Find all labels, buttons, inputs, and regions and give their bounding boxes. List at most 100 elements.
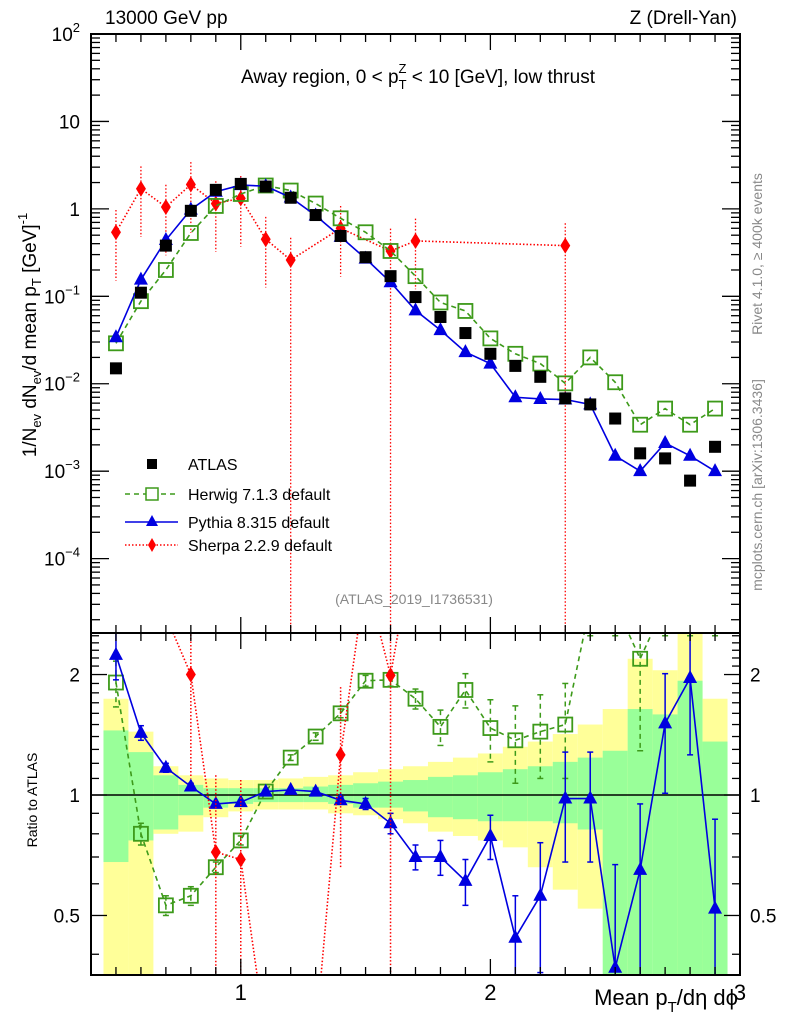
point-herwig — [357, 224, 374, 241]
point-herwig — [207, 198, 224, 214]
point-sherpa — [135, 180, 146, 197]
point-data — [209, 183, 222, 196]
ratio-point-herwig — [507, 732, 524, 749]
ratio-point-herwig — [457, 682, 474, 698]
point-herwig — [432, 294, 449, 311]
point-herwig — [332, 210, 349, 227]
ratio-point-herwig — [407, 690, 424, 707]
point-pythia — [708, 463, 723, 477]
point-herwig — [657, 400, 674, 417]
point-sherpa — [110, 224, 121, 241]
title-post: < 10 [GeV], low thrust — [406, 67, 595, 88]
point-data — [534, 370, 547, 383]
band-inner-bin — [103, 730, 129, 863]
point-pythia — [658, 435, 673, 449]
point-pythia — [608, 447, 623, 461]
point-data — [584, 398, 597, 411]
ratio-point-sherpa — [235, 851, 246, 868]
header-right: Z (Drell-Yan) — [630, 8, 737, 29]
ratio-point-herwig — [133, 825, 149, 842]
point-data — [109, 362, 122, 375]
point-sherpa — [385, 242, 396, 259]
ratio-point-pythia — [233, 794, 248, 808]
band-inner-bin — [452, 775, 478, 820]
ratio-y-axis-label: Ratio to ATLAS — [24, 753, 40, 848]
legend-label-atlas: ATLAS — [188, 457, 238, 474]
ratio-point-pythia — [283, 781, 298, 795]
ratio-point-herwig — [482, 720, 499, 736]
ratio-point-herwig — [157, 897, 174, 914]
legend-item-herwig: Herwig 7.1.3 default — [125, 487, 331, 504]
point-sherpa — [560, 237, 571, 254]
point-herwig — [607, 374, 624, 391]
legend-label-herwig: Herwig 7.1.3 default — [188, 487, 331, 504]
point-data — [184, 204, 197, 217]
axis-ticks: 102 10 1 10−1 10−2 10−3 10−4 2 2 1 1 0.5 0.5 1 2 3 — [44, 20, 776, 1005]
band-inner-bin — [477, 772, 503, 822]
point-data — [634, 447, 647, 460]
ratio-point-pythia — [358, 795, 373, 809]
point-data — [134, 286, 147, 299]
ratio-point-pythia — [158, 759, 173, 773]
point-data — [284, 191, 297, 204]
point-pythia — [633, 463, 648, 477]
point-data — [409, 291, 422, 304]
band-inner-bin — [153, 775, 179, 830]
ratio-point-pythia — [408, 848, 423, 862]
ratio-point-sherpa — [385, 667, 396, 684]
point-pythia — [133, 271, 148, 285]
point-data — [159, 239, 172, 252]
point-herwig — [682, 416, 698, 433]
ratio-y-tick-label-left: 1 — [69, 786, 80, 807]
mcplots-label: mcplots.cern.ch [arXiv:1306.3436] — [749, 379, 765, 591]
ratio-point-pythia — [483, 827, 498, 841]
ratio-point-herwig — [632, 650, 649, 667]
ratio-y-tick-label-right: 2 — [750, 666, 761, 687]
point-data — [459, 327, 472, 340]
point-data — [609, 412, 622, 425]
main-panel-marks — [108, 162, 723, 633]
x-tick-label: 1 — [235, 980, 247, 1005]
ratio-point-pythia — [458, 872, 473, 886]
point-data — [309, 209, 322, 222]
ratio-point-herwig — [282, 749, 299, 766]
y-tick-label: 102 — [52, 20, 80, 46]
ratio-point-pythia — [658, 715, 673, 729]
point-herwig — [582, 349, 599, 366]
ratio-point-pythia — [333, 792, 348, 806]
ratio-y-tick-label-left: 2 — [69, 666, 80, 687]
point-data — [684, 474, 697, 487]
y-tick-label: 10−4 — [44, 545, 80, 571]
y-tick-label: 10 — [59, 112, 80, 133]
ratio-point-pythia — [308, 783, 323, 797]
legend-item-pythia: Pythia 8.315 default — [125, 515, 330, 532]
point-pythia — [533, 390, 548, 404]
ratio-point-sherpa — [210, 844, 221, 861]
point-data — [509, 359, 522, 372]
point-pythia — [683, 447, 698, 461]
point-sherpa — [160, 199, 171, 216]
band-inner-bin — [527, 766, 553, 822]
ratio-point-herwig — [332, 705, 349, 722]
point-herwig — [382, 243, 399, 259]
ratio-point-herwig — [432, 718, 449, 735]
ratio-y-tick-label-right: 0.5 — [750, 906, 776, 927]
x-tick-label: 3 — [734, 980, 746, 1005]
series-line-pythia — [115, 184, 716, 473]
ratio-uncertainty-bands — [91, 633, 740, 975]
analysis-tag: (ATLAS_2019_I1736531) — [335, 591, 493, 607]
y-axis-label: 1/Nev dNev/d mean pT [GeV]-1 — [15, 213, 44, 458]
title-sub: T — [399, 77, 407, 92]
series-data — [109, 177, 722, 487]
ratio-point-pythia — [683, 670, 698, 684]
legend-item-atlas: ATLAS — [147, 457, 238, 474]
x-axis-label: Mean pT/dη dϕ — [594, 985, 738, 1016]
title-pre: Away region, 0 < p — [241, 67, 399, 88]
ratio-point-pythia — [708, 900, 723, 914]
ratio-point-pythia — [583, 790, 598, 804]
ratio-point-pythia — [633, 861, 648, 875]
point-data — [484, 347, 497, 360]
point-herwig — [507, 345, 524, 362]
ratio-point-pythia — [508, 929, 523, 943]
